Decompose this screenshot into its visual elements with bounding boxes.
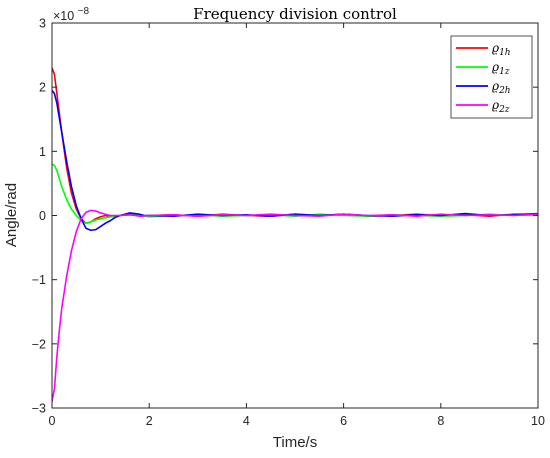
y-tick-label: −3 [32,402,46,416]
y-tick-label: −2 [32,337,46,351]
x-tick-label: 8 [437,414,444,428]
x-axis-label: Time/s [273,434,317,451]
y-tick-label: 2 [39,81,46,95]
legend-label-1: ϱ1h [492,41,511,58]
svg-text:×10 −8: ×10 −8 [53,6,90,23]
ticks-layer: 0 2 4 6 8 10 −3 −2 −1 0 1 2 3 [32,17,545,429]
series-line-3 [52,89,538,232]
x-tick-label: 10 [531,414,545,428]
legend-label-2: ϱ1z [492,60,510,77]
y-tick-label: 1 [39,145,46,159]
legend: ϱ1h ϱ1z ϱ2h ϱ2z [450,35,533,119]
y-tick-label: 0 [39,209,46,223]
x-tick-label: 6 [340,414,347,428]
legend-label-4: ϱ2z [492,98,510,115]
y-tick-label: 3 [39,17,46,31]
chart-title: Frequency division control [193,5,397,23]
y-exponent: ×10 −8 [53,6,90,23]
x-tick-label: 0 [49,414,56,428]
y-tick-label: −1 [32,273,46,287]
x-tick-label: 4 [243,414,250,428]
series-layer [52,67,538,402]
y-exponent-base: ×10 [53,9,74,23]
series-line-4 [52,209,538,402]
y-exponent-power: −8 [78,6,90,17]
y-axis-label: Angle/rad [3,183,20,247]
legend-label-3: ϱ2h [492,79,511,96]
x-tick-label: 2 [146,414,153,428]
